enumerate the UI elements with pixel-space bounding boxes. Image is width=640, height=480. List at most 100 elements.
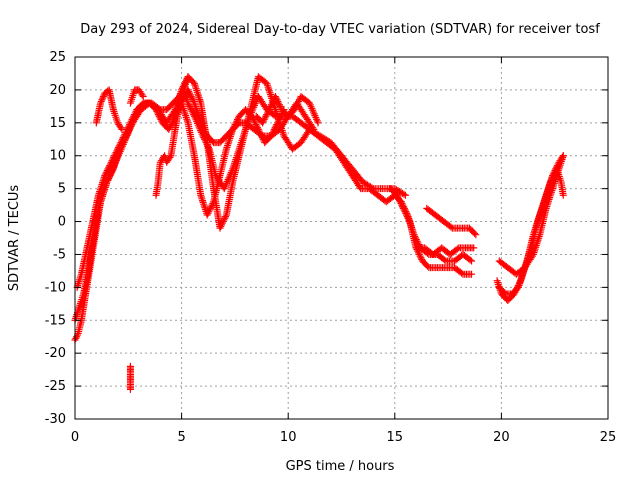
data-point-marker	[232, 119, 240, 127]
data-point-marker	[106, 162, 114, 170]
data-point-marker	[117, 139, 125, 147]
y-tick-label: 10	[49, 149, 66, 164]
data-point-marker	[200, 125, 208, 133]
data-point-marker	[397, 198, 405, 206]
data-point-marker	[229, 125, 237, 133]
y-axis-label: SDTVAR / TECUs	[7, 185, 22, 292]
data-point-marker	[222, 213, 230, 221]
data-point-marker	[415, 250, 423, 258]
data-point-marker	[154, 109, 162, 117]
series-track-7	[178, 99, 288, 219]
data-point-marker	[186, 102, 194, 110]
data-point-marker	[267, 101, 275, 109]
data-point-marker	[275, 116, 283, 124]
data-point-marker	[272, 122, 280, 130]
data-point-marker	[184, 73, 192, 81]
data-point-marker	[165, 125, 173, 133]
data-point-marker	[277, 112, 285, 120]
data-point-marker	[119, 134, 127, 142]
data-point-marker	[203, 211, 211, 219]
data-point-marker	[293, 101, 301, 109]
data-point-marker	[97, 97, 105, 105]
x-tick-label: 20	[493, 430, 510, 445]
data-point-marker	[73, 333, 81, 341]
data-point-marker	[117, 124, 125, 132]
data-point-marker	[206, 204, 214, 212]
data-point-marker	[234, 116, 242, 124]
data-point-marker	[401, 206, 409, 214]
data-point-marker	[99, 92, 107, 100]
series-track-11	[412, 244, 478, 258]
data-point-marker	[121, 130, 129, 138]
data-point-marker	[204, 209, 212, 217]
data-point-marker	[129, 114, 137, 122]
data-point-marker	[257, 130, 265, 138]
data-point-marker	[411, 232, 419, 240]
data-point-marker	[99, 94, 107, 102]
data-point-marker	[265, 106, 273, 114]
data-point-marker	[254, 125, 262, 133]
data-marks	[71, 73, 567, 393]
data-point-marker	[109, 155, 117, 163]
data-point-marker	[233, 117, 241, 125]
data-point-marker	[424, 262, 432, 270]
y-tick-label: -25	[45, 379, 66, 394]
data-point-marker	[468, 270, 476, 278]
data-point-marker	[138, 91, 146, 99]
data-point-marker	[209, 199, 217, 207]
plot-frame	[74, 56, 609, 420]
data-point-marker	[447, 223, 455, 231]
data-point-marker	[309, 124, 317, 132]
data-point-marker	[197, 119, 205, 127]
data-point-marker	[207, 203, 215, 211]
y-tick-label: 25	[49, 50, 66, 65]
data-point-marker	[415, 249, 423, 257]
data-point-marker	[130, 112, 138, 120]
data-point-marker	[202, 129, 210, 137]
data-point-marker	[112, 148, 120, 156]
data-point-marker	[118, 135, 126, 143]
data-point-marker	[412, 234, 420, 242]
data-point-marker	[270, 125, 278, 133]
data-point-marker	[401, 191, 409, 199]
data-point-marker	[275, 101, 283, 109]
data-point-marker	[256, 129, 264, 137]
data-point-marker	[268, 99, 276, 107]
data-point-marker	[153, 107, 161, 115]
data-point-marker	[167, 120, 175, 128]
data-point-marker	[466, 256, 474, 264]
data-point-marker	[259, 117, 267, 125]
data-point-marker	[206, 206, 214, 214]
data-point-marker	[399, 201, 407, 209]
data-point-marker	[126, 385, 134, 393]
y-tick-label: -20	[45, 346, 66, 361]
data-point-marker	[130, 111, 138, 119]
data-point-marker	[269, 129, 277, 137]
data-point-marker	[403, 209, 411, 217]
data-point-marker	[114, 144, 122, 151]
data-point-marker	[205, 208, 213, 216]
data-point-marker	[110, 153, 118, 161]
data-point-marker	[98, 96, 106, 104]
data-point-marker	[122, 129, 130, 137]
data-point-marker	[528, 252, 536, 260]
data-point-marker	[97, 99, 105, 107]
data-point-marker	[185, 101, 193, 109]
data-point-marker	[250, 117, 258, 125]
data-point-marker	[102, 168, 110, 176]
data-point-marker	[186, 89, 194, 97]
data-point-marker	[472, 231, 480, 239]
data-point-marker	[108, 157, 116, 165]
data-point-marker	[118, 125, 126, 133]
data-point-marker	[266, 104, 274, 112]
series-track-2	[71, 73, 409, 324]
x-tick-label: 15	[387, 430, 404, 445]
data-point-marker	[190, 111, 198, 119]
x-axis-label: GPS time / hours	[286, 459, 395, 474]
series-track-4	[92, 86, 126, 133]
data-point-marker	[468, 257, 476, 265]
series-track-15	[495, 152, 567, 278]
y-tick-label: -10	[45, 280, 66, 295]
data-point-marker	[368, 184, 376, 192]
